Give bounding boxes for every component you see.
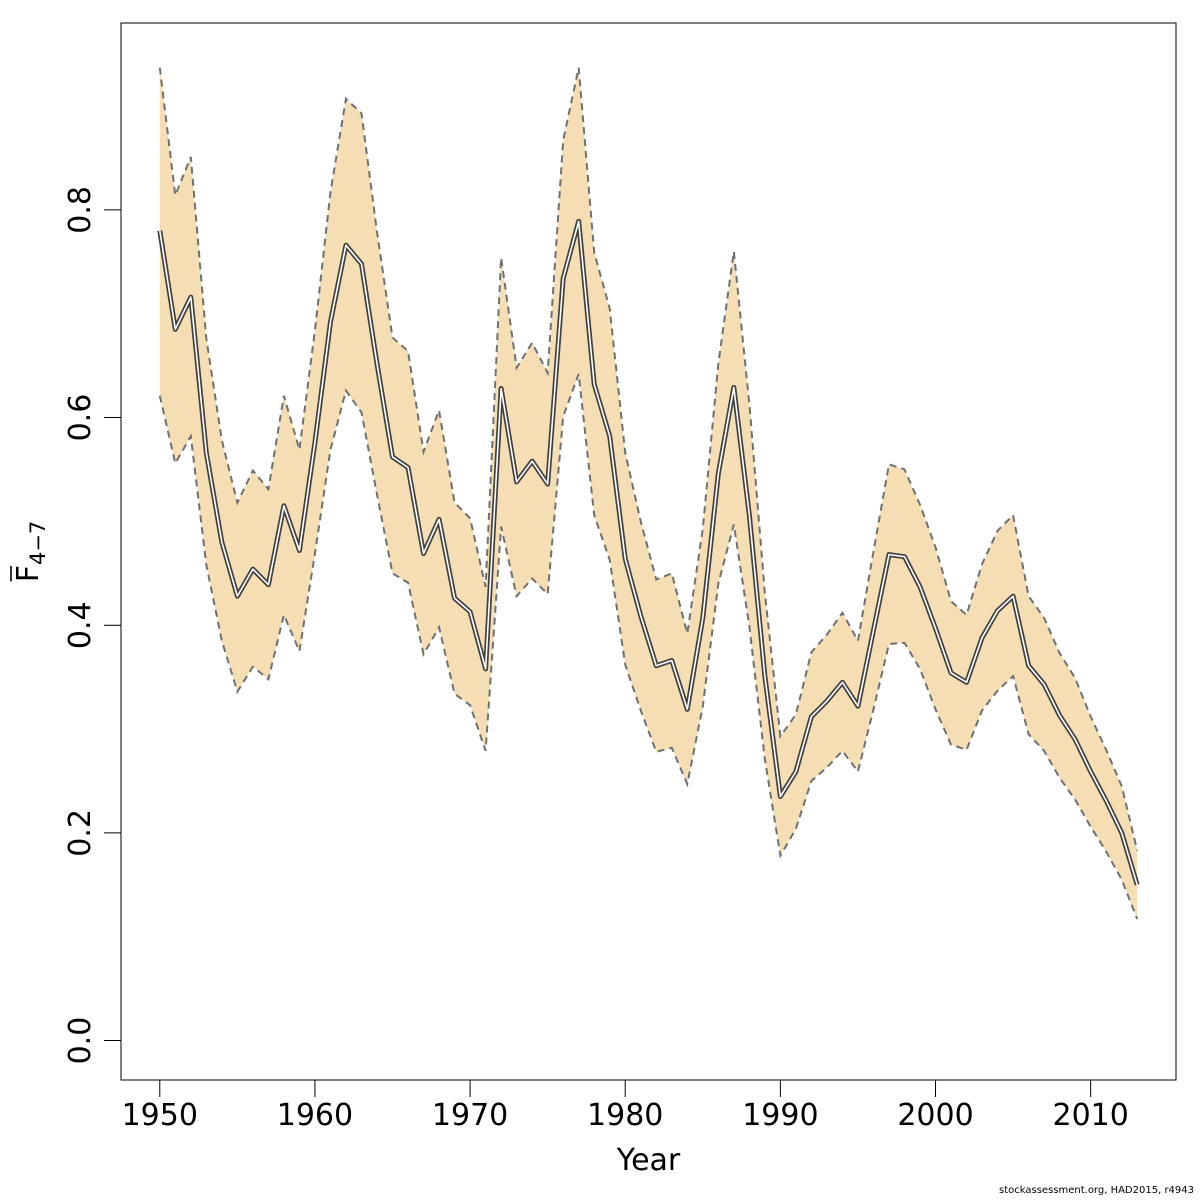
x-tick-label: 2010 <box>1052 1098 1128 1133</box>
estimate-line-inner <box>158 220 1138 886</box>
x-tick-label: 1990 <box>742 1098 818 1133</box>
y-axis-title: F4−7 <box>10 521 50 583</box>
x-tick-label: 1960 <box>277 1098 353 1133</box>
y-axis-title-subscript: 4−7 <box>26 521 50 565</box>
confidence-band-layer <box>158 67 1139 920</box>
x-tick-label: 1980 <box>587 1098 663 1133</box>
y-tick-label: 0.2 <box>63 809 98 857</box>
lower-bound-line <box>158 373 1139 920</box>
credit-text: stockassessment.org, HAD2015, r4943 <box>999 1185 1194 1196</box>
y-tick-label: 0.0 <box>63 1017 98 1065</box>
y-tick-label: 0.8 <box>63 186 98 234</box>
x-tick-label: 1950 <box>122 1098 198 1133</box>
x-axis: 1950 1960 1970 1980 1990 2000 2010 <box>122 1079 1129 1133</box>
x-tick-label: 1970 <box>432 1098 508 1133</box>
y-axis-title-main: F <box>11 565 46 582</box>
line-layer <box>157 218 1140 886</box>
y-tick-label: 0.6 <box>63 394 98 442</box>
x-axis-title: Year <box>616 1143 681 1178</box>
svg-text:F4−7: F4−7 <box>11 521 50 583</box>
x-tick-label: 2000 <box>897 1098 973 1133</box>
y-axis: 0.0 0.2 0.4 0.6 0.8 <box>63 186 122 1065</box>
y-tick-label: 0.4 <box>63 601 98 649</box>
